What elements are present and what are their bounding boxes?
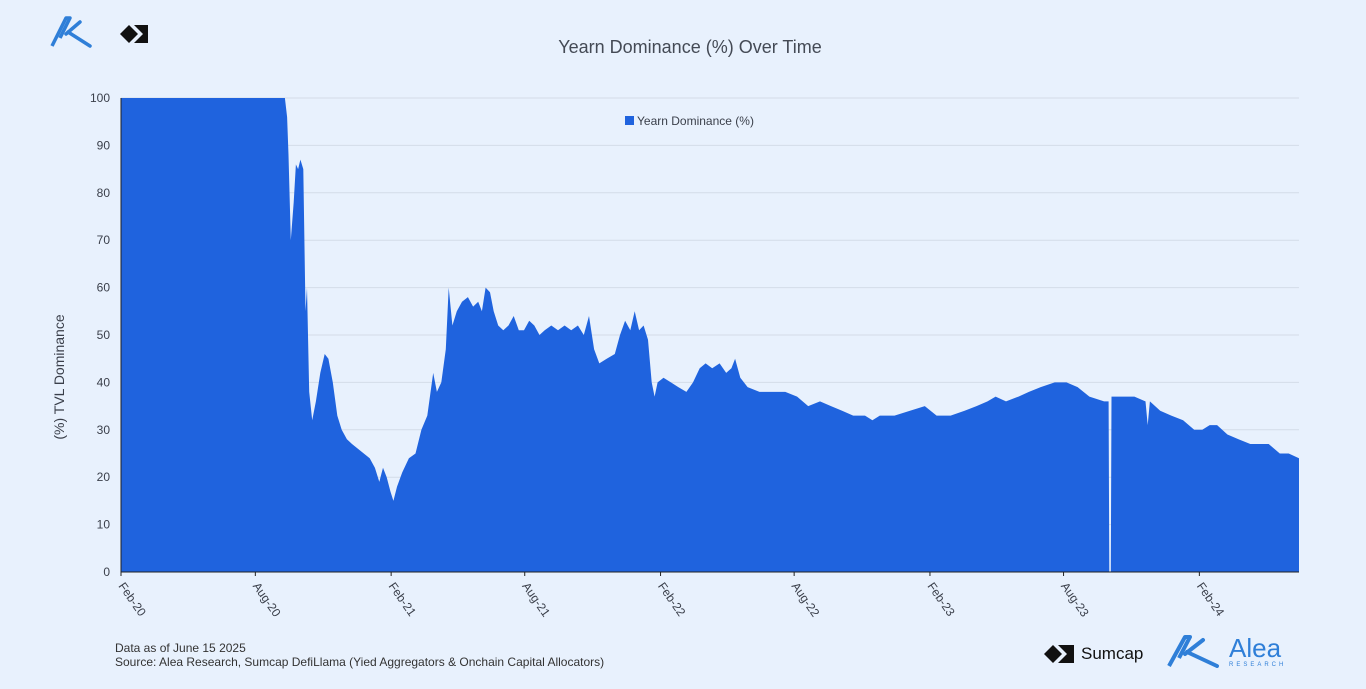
y-tick-labels: 0 10 20 30 40 50 60 70 80 90 100 <box>90 91 110 579</box>
alea-brand-subtitle: RESEARCH <box>1229 661 1287 668</box>
data-note: Data as of June 15 2025 <box>115 641 246 655</box>
sumcap-brand: Sumcap <box>1043 643 1143 665</box>
series-layer <box>121 98 1299 572</box>
alea-brand-icon <box>1167 635 1219 668</box>
axes <box>120 98 1299 576</box>
y-tick-label: 60 <box>97 281 111 295</box>
legend: Yearn Dominance (%) <box>625 114 754 128</box>
legend-swatch <box>625 116 634 125</box>
alea-logo-icon <box>50 16 94 53</box>
y-axis-label: (%) TVL Dominance <box>51 314 67 439</box>
x-tick-label: Aug-22 <box>789 580 823 620</box>
alea-brand: Alea RESEARCH <box>1167 634 1286 668</box>
chart-footer: Data as of June 15 2025 Source: Alea Res… <box>115 641 604 669</box>
x-tick-label: Feb-21 <box>386 580 419 619</box>
y-tick-label: 0 <box>103 565 110 579</box>
source-note: Source: Alea Research, Sumcap DefiLlama … <box>115 655 605 669</box>
y-tick-label: 100 <box>90 91 110 105</box>
y-tick-label: 50 <box>97 328 111 342</box>
sumcap-logo-icon <box>118 22 150 51</box>
y-tick-label: 90 <box>97 138 111 152</box>
x-tick-label: Aug-20 <box>250 580 284 620</box>
series-area-yearn-dominance <box>121 98 1299 572</box>
chart-title: Yearn Dominance (%) Over Time <box>558 37 822 57</box>
y-tick-label: 40 <box>97 375 111 389</box>
x-tick-label: Feb-23 <box>924 580 957 619</box>
x-tick-label: Feb-22 <box>655 580 688 619</box>
y-tick-label: 30 <box>97 423 111 437</box>
y-tick-label: 80 <box>97 186 111 200</box>
x-tick-label: Aug-23 <box>1058 580 1092 620</box>
x-tick-label: Feb-20 <box>116 580 149 619</box>
legend-label: Yearn Dominance (%) <box>637 114 754 128</box>
x-tick-labels: Feb-20 Aug-20 Feb-21 Aug-21 Feb-22 Aug-22 Feb-… <box>116 580 1228 620</box>
sumcap-brand-name: Sumcap <box>1081 644 1144 663</box>
y-tick-label: 10 <box>97 518 111 532</box>
x-tick-label: Feb-24 <box>1194 580 1227 619</box>
sumcap-brand-icon <box>1044 645 1074 663</box>
alea-brand-name: Alea <box>1229 632 1282 663</box>
x-tick-label: Aug-21 <box>519 580 553 620</box>
y-tick-label: 20 <box>97 470 111 484</box>
y-tick-label: 70 <box>97 233 111 247</box>
